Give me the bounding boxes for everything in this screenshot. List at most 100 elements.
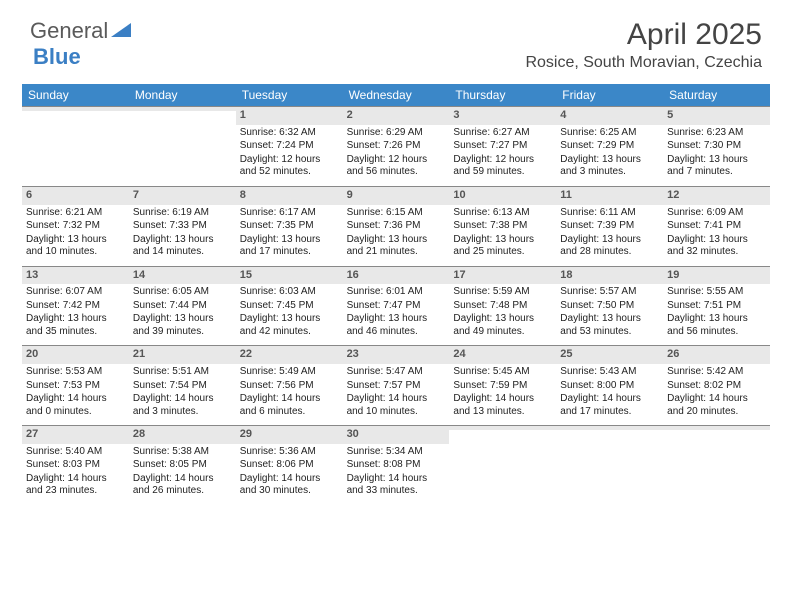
daylight-text: Daylight: 12 hours and 59 minutes. xyxy=(453,154,552,179)
sunrise-text: Sunrise: 5:34 AM xyxy=(347,446,446,459)
sunset-text: Sunset: 7:54 PM xyxy=(133,380,232,393)
day-number: 23 xyxy=(343,346,450,364)
sunset-text: Sunset: 7:57 PM xyxy=(347,380,446,393)
day-cell xyxy=(449,425,556,505)
day-cell: 26Sunrise: 5:42 AMSunset: 8:02 PMDayligh… xyxy=(663,345,770,425)
day-number: 7 xyxy=(129,187,236,205)
day-number: 20 xyxy=(22,346,129,364)
sunrise-text: Sunrise: 5:45 AM xyxy=(453,366,552,379)
daylight-text: Daylight: 13 hours and 25 minutes. xyxy=(453,234,552,259)
day-number: 11 xyxy=(556,187,663,205)
sunrise-text: Sunrise: 5:38 AM xyxy=(133,446,232,459)
day-cell: 9Sunrise: 6:15 AMSunset: 7:36 PMDaylight… xyxy=(343,186,450,266)
day-cell: 22Sunrise: 5:49 AMSunset: 7:56 PMDayligh… xyxy=(236,345,343,425)
daylight-text: Daylight: 13 hours and 39 minutes. xyxy=(133,313,232,338)
weekday-label: Tuesday xyxy=(236,84,343,106)
day-cell: 3Sunrise: 6:27 AMSunset: 7:27 PMDaylight… xyxy=(449,106,556,186)
day-number: 4 xyxy=(556,107,663,125)
day-cell: 5Sunrise: 6:23 AMSunset: 7:30 PMDaylight… xyxy=(663,106,770,186)
sunrise-text: Sunrise: 6:29 AM xyxy=(347,127,446,140)
daylight-text: Daylight: 14 hours and 6 minutes. xyxy=(240,393,339,418)
sunset-text: Sunset: 7:29 PM xyxy=(560,140,659,153)
day-cell: 8Sunrise: 6:17 AMSunset: 7:35 PMDaylight… xyxy=(236,186,343,266)
daylight-text: Daylight: 14 hours and 3 minutes. xyxy=(133,393,232,418)
day-number: 21 xyxy=(129,346,236,364)
day-number: 25 xyxy=(556,346,663,364)
weeks-container: 1Sunrise: 6:32 AMSunset: 7:24 PMDaylight… xyxy=(22,106,770,505)
sunset-text: Sunset: 7:41 PM xyxy=(667,220,766,233)
sunset-text: Sunset: 7:56 PM xyxy=(240,380,339,393)
day-cell: 12Sunrise: 6:09 AMSunset: 7:41 PMDayligh… xyxy=(663,186,770,266)
daylight-text: Daylight: 13 hours and 3 minutes. xyxy=(560,154,659,179)
day-number xyxy=(556,426,663,430)
week-row: 20Sunrise: 5:53 AMSunset: 7:53 PMDayligh… xyxy=(22,345,770,425)
day-number: 13 xyxy=(22,267,129,285)
day-number xyxy=(449,426,556,430)
day-cell: 1Sunrise: 6:32 AMSunset: 7:24 PMDaylight… xyxy=(236,106,343,186)
sunset-text: Sunset: 7:51 PM xyxy=(667,300,766,313)
day-number xyxy=(129,107,236,111)
weekday-label: Wednesday xyxy=(343,84,450,106)
daylight-text: Daylight: 14 hours and 33 minutes. xyxy=(347,473,446,498)
sunset-text: Sunset: 7:44 PM xyxy=(133,300,232,313)
day-number: 12 xyxy=(663,187,770,205)
day-cell: 7Sunrise: 6:19 AMSunset: 7:33 PMDaylight… xyxy=(129,186,236,266)
sunset-text: Sunset: 8:08 PM xyxy=(347,459,446,472)
day-cell: 19Sunrise: 5:55 AMSunset: 7:51 PMDayligh… xyxy=(663,266,770,346)
sunrise-text: Sunrise: 6:17 AM xyxy=(240,207,339,220)
daylight-text: Daylight: 14 hours and 10 minutes. xyxy=(347,393,446,418)
sunset-text: Sunset: 8:03 PM xyxy=(26,459,125,472)
day-number: 26 xyxy=(663,346,770,364)
day-number: 5 xyxy=(663,107,770,125)
week-row: 27Sunrise: 5:40 AMSunset: 8:03 PMDayligh… xyxy=(22,425,770,505)
title-block: April 2025 Rosice, South Moravian, Czech… xyxy=(525,18,762,72)
daylight-text: Daylight: 13 hours and 35 minutes. xyxy=(26,313,125,338)
daylight-text: Daylight: 13 hours and 7 minutes. xyxy=(667,154,766,179)
day-cell: 6Sunrise: 6:21 AMSunset: 7:32 PMDaylight… xyxy=(22,186,129,266)
day-cell: 28Sunrise: 5:38 AMSunset: 8:05 PMDayligh… xyxy=(129,425,236,505)
daylight-text: Daylight: 14 hours and 26 minutes. xyxy=(133,473,232,498)
daylight-text: Daylight: 14 hours and 30 minutes. xyxy=(240,473,339,498)
day-cell: 17Sunrise: 5:59 AMSunset: 7:48 PMDayligh… xyxy=(449,266,556,346)
sunrise-text: Sunrise: 6:05 AM xyxy=(133,286,232,299)
daylight-text: Daylight: 14 hours and 13 minutes. xyxy=(453,393,552,418)
day-cell xyxy=(129,106,236,186)
day-number: 8 xyxy=(236,187,343,205)
sunset-text: Sunset: 8:06 PM xyxy=(240,459,339,472)
day-cell: 2Sunrise: 6:29 AMSunset: 7:26 PMDaylight… xyxy=(343,106,450,186)
day-number xyxy=(663,426,770,430)
sunset-text: Sunset: 8:00 PM xyxy=(560,380,659,393)
daylight-text: Daylight: 13 hours and 10 minutes. xyxy=(26,234,125,259)
sunrise-text: Sunrise: 5:59 AM xyxy=(453,286,552,299)
weekday-label: Saturday xyxy=(663,84,770,106)
daylight-text: Daylight: 14 hours and 0 minutes. xyxy=(26,393,125,418)
sunrise-text: Sunrise: 6:15 AM xyxy=(347,207,446,220)
day-number: 22 xyxy=(236,346,343,364)
sunrise-text: Sunrise: 6:19 AM xyxy=(133,207,232,220)
sunrise-text: Sunrise: 5:51 AM xyxy=(133,366,232,379)
sunset-text: Sunset: 8:02 PM xyxy=(667,380,766,393)
daylight-text: Daylight: 14 hours and 17 minutes. xyxy=(560,393,659,418)
sunset-text: Sunset: 7:27 PM xyxy=(453,140,552,153)
day-number: 17 xyxy=(449,267,556,285)
day-number: 1 xyxy=(236,107,343,125)
week-row: 1Sunrise: 6:32 AMSunset: 7:24 PMDaylight… xyxy=(22,106,770,186)
location-subtitle: Rosice, South Moravian, Czechia xyxy=(525,54,762,72)
daylight-text: Daylight: 14 hours and 20 minutes. xyxy=(667,393,766,418)
daylight-text: Daylight: 14 hours and 23 minutes. xyxy=(26,473,125,498)
day-cell: 30Sunrise: 5:34 AMSunset: 8:08 PMDayligh… xyxy=(343,425,450,505)
sunset-text: Sunset: 7:38 PM xyxy=(453,220,552,233)
sunrise-text: Sunrise: 6:07 AM xyxy=(26,286,125,299)
daylight-text: Daylight: 13 hours and 56 minutes. xyxy=(667,313,766,338)
day-number: 24 xyxy=(449,346,556,364)
day-number xyxy=(22,107,129,111)
weekday-header: Sunday Monday Tuesday Wednesday Thursday… xyxy=(22,84,770,106)
daylight-text: Daylight: 13 hours and 21 minutes. xyxy=(347,234,446,259)
sunrise-text: Sunrise: 5:53 AM xyxy=(26,366,125,379)
day-number: 2 xyxy=(343,107,450,125)
sunrise-text: Sunrise: 5:43 AM xyxy=(560,366,659,379)
sunrise-text: Sunrise: 6:21 AM xyxy=(26,207,125,220)
day-cell: 23Sunrise: 5:47 AMSunset: 7:57 PMDayligh… xyxy=(343,345,450,425)
sunset-text: Sunset: 7:33 PM xyxy=(133,220,232,233)
week-row: 6Sunrise: 6:21 AMSunset: 7:32 PMDaylight… xyxy=(22,186,770,266)
